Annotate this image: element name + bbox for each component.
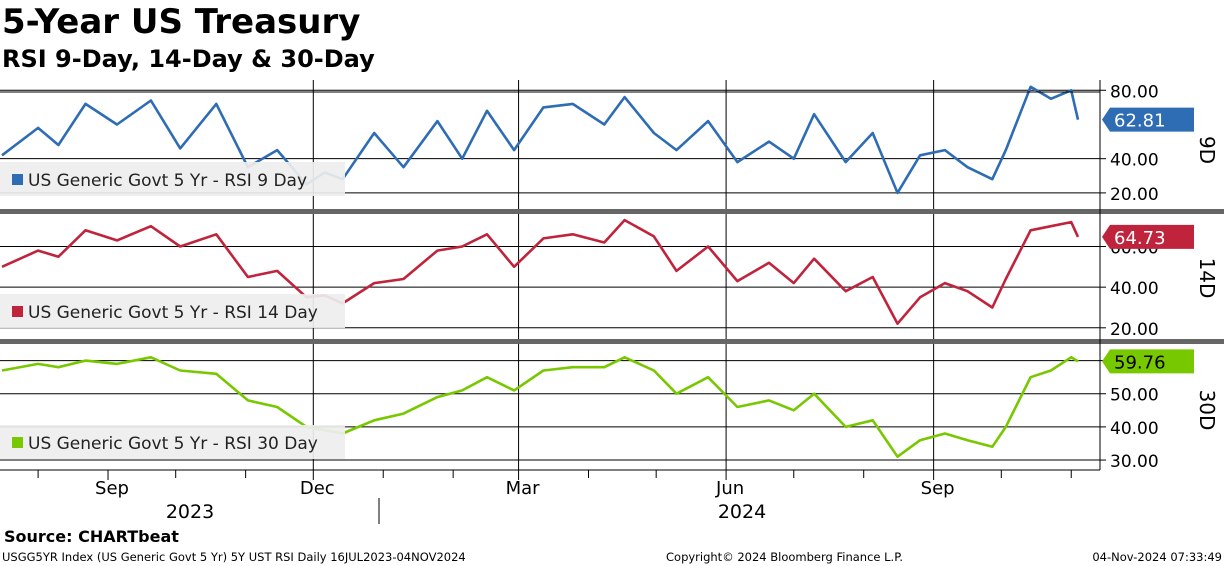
last-value-tag (1102, 107, 1194, 132)
last-value-label: 59.76 (1114, 352, 1166, 373)
legend-label: US Generic Govt 5 Yr - RSI 14 Day (28, 303, 318, 323)
legend-swatch (12, 437, 23, 448)
last-value-label: 62.81 (1114, 111, 1166, 132)
copyright-notice: Copyright© 2024 Bloomberg Finance L.P. (666, 550, 903, 564)
last-value-tag (1102, 349, 1194, 374)
legend-swatch (12, 306, 23, 317)
y-tick-label: 40.00 (1110, 279, 1159, 299)
panel-tag: 30D (1195, 390, 1219, 431)
last-value-tag (1102, 224, 1194, 249)
chart-subtitle: RSI 9-Day, 14-Day & 30-Day (2, 45, 375, 73)
series-line (1, 355, 1079, 459)
legend-box (0, 425, 345, 459)
y-tick-label: 20.00 (1110, 185, 1159, 205)
panel-divider (0, 339, 1224, 344)
series-line (1, 85, 1080, 195)
x-tick-label: Mar (506, 478, 541, 499)
x-tick-label: Sep (95, 478, 129, 499)
legend-box (0, 294, 345, 328)
year-label: 2024 (718, 501, 766, 523)
series-line (1, 218, 1080, 326)
panel-tag: 9D (1195, 136, 1219, 164)
y-tick-label: 80.00 (1110, 82, 1159, 102)
y-tick-label: 30.00 (1110, 452, 1159, 472)
x-tick-label: Dec (300, 478, 335, 499)
y-tick-label: 40.00 (1110, 419, 1159, 439)
year-label: 2023 (166, 501, 214, 523)
y-tick-label: 20.00 (1110, 320, 1159, 340)
source-label: Source: CHARTbeat (4, 527, 179, 546)
x-tick-label: Sep (921, 478, 955, 499)
panel-tag: 14D (1195, 258, 1219, 299)
timestamp: 04-Nov-2024 07:33:49 (1092, 550, 1222, 564)
chart-title: 5-Year US Treasury (2, 2, 361, 42)
y-tick-label: 40.00 (1110, 151, 1159, 171)
series-meta: USGG5YR Index (US Generic Govt 5 Yr) 5Y … (2, 550, 466, 564)
y-tick-label: 50.00 (1110, 386, 1159, 406)
legend-swatch (12, 174, 23, 185)
legend-label: US Generic Govt 5 Yr - RSI 30 Day (28, 434, 318, 454)
legend-box (0, 162, 345, 196)
x-tick-label: Jun (715, 478, 744, 499)
last-value-label: 64.73 (1114, 228, 1166, 249)
panel-divider (0, 209, 1224, 214)
legend-label: US Generic Govt 5 Yr - RSI 9 Day (28, 171, 307, 191)
